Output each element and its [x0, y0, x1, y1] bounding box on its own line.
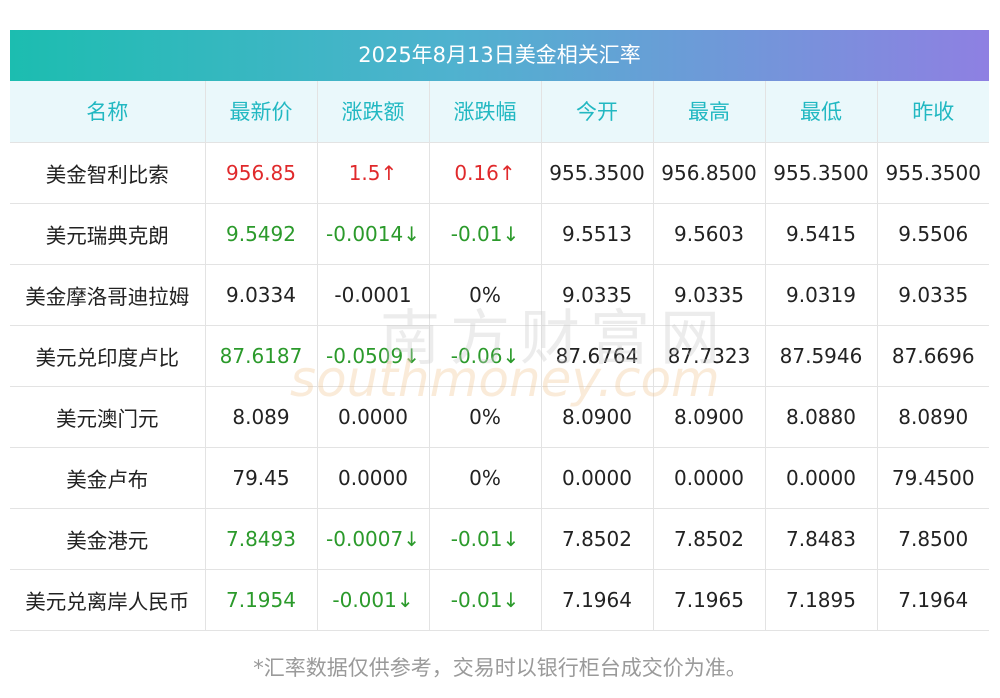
cell-prev-close: 87.6696 [877, 325, 989, 387]
header-prev-close: 昨收 [877, 81, 989, 143]
cell-change: 0.0000 [317, 447, 430, 509]
table-row: 美金港元 7.8493 -0.0007↓ -0.01↓ 7.8502 7.8502 7.84… [10, 508, 989, 570]
cell-latest: 79.45 [205, 447, 318, 509]
cell-change: -0.0007↓ [317, 508, 430, 570]
header-change: 涨跌额 [317, 81, 430, 143]
cell-open: 8.0900 [541, 386, 654, 448]
cell-name: 美金智利比索 [10, 142, 206, 204]
cell-change: 0.0000 [317, 386, 430, 448]
cell-change-pct: -0.01↓ [429, 203, 542, 265]
cell-high: 87.7323 [653, 325, 766, 387]
cell-high: 7.1965 [653, 569, 766, 631]
cell-high: 8.0900 [653, 386, 766, 448]
cell-open: 955.3500 [541, 142, 654, 204]
header-name: 名称 [10, 81, 206, 143]
cell-low: 9.5415 [765, 203, 878, 265]
table-title: 2025年8月13日美金相关汇率 [10, 30, 989, 81]
cell-open: 87.6764 [541, 325, 654, 387]
rates-panel: 2025年8月13日美金相关汇率 名称 最新价 涨跌额 涨跌幅 今开 最高 最低… [10, 30, 989, 631]
table-row: 美元兑离岸人民币 7.1954 -0.001↓ -0.01↓ 7.1964 7.1965 7… [10, 569, 989, 631]
cell-prev-close: 9.0335 [877, 264, 989, 326]
cell-high: 9.5603 [653, 203, 766, 265]
cell-prev-close: 955.3500 [877, 142, 989, 204]
cell-high: 0.0000 [653, 447, 766, 509]
table-row: 美元澳门元 8.089 0.0000 0% 8.0900 8.0900 8.0880 8.08… [10, 386, 989, 448]
cell-name: 美金摩洛哥迪拉姆 [10, 264, 206, 326]
cell-change: -0.0509↓ [317, 325, 430, 387]
cell-change: -0.001↓ [317, 569, 430, 631]
cell-latest: 8.089 [205, 386, 318, 448]
cell-high: 9.0335 [653, 264, 766, 326]
header-latest: 最新价 [205, 81, 318, 143]
cell-name: 美元兑印度卢比 [10, 325, 206, 387]
cell-open: 7.1964 [541, 569, 654, 631]
cell-low: 7.8483 [765, 508, 878, 570]
header-open: 今开 [541, 81, 654, 143]
cell-latest: 7.8493 [205, 508, 318, 570]
cell-open: 0.0000 [541, 447, 654, 509]
cell-latest: 9.5492 [205, 203, 318, 265]
cell-low: 7.1895 [765, 569, 878, 631]
cell-low: 87.5946 [765, 325, 878, 387]
cell-prev-close: 7.8500 [877, 508, 989, 570]
rates-table: 名称 最新价 涨跌额 涨跌幅 今开 最高 最低 昨收 美金智利比索 956.85 1… [10, 81, 989, 631]
cell-change-pct: -0.01↓ [429, 569, 542, 631]
cell-name: 美金港元 [10, 508, 206, 570]
cell-change-pct: 0% [429, 264, 542, 326]
header-change-pct: 涨跌幅 [429, 81, 542, 143]
cell-open: 9.5513 [541, 203, 654, 265]
header-low: 最低 [765, 81, 878, 143]
cell-low: 9.0319 [765, 264, 878, 326]
table-row: 美金摩洛哥迪拉姆 9.0334 -0.0001 0% 9.0335 9.0335 9.031… [10, 264, 989, 326]
cell-high: 7.8502 [653, 508, 766, 570]
footnote: *汇率数据仅供参考，交易时以银行柜台成交价为准。 [253, 656, 747, 680]
header-high: 最高 [653, 81, 766, 143]
cell-name: 美金卢布 [10, 447, 206, 509]
cell-change: -0.0014↓ [317, 203, 430, 265]
table-row: 美元瑞典克朗 9.5492 -0.0014↓ -0.01↓ 9.5513 9.5603 9.… [10, 203, 989, 265]
cell-change-pct: 0% [429, 386, 542, 448]
cell-change: 1.5↑ [317, 142, 430, 204]
cell-change-pct: 0.16↑ [429, 142, 542, 204]
cell-name: 美元澳门元 [10, 386, 206, 448]
cell-latest: 956.85 [205, 142, 318, 204]
table-row: 美金卢布 79.45 0.0000 0% 0.0000 0.0000 0.0000 79.45… [10, 447, 989, 509]
table-row: 美元兑印度卢比 87.6187 -0.0509↓ -0.06↓ 87.6764 87.73… [10, 325, 989, 387]
cell-latest: 9.0334 [205, 264, 318, 326]
cell-change: -0.0001 [317, 264, 430, 326]
cell-low: 0.0000 [765, 447, 878, 509]
cell-change-pct: 0% [429, 447, 542, 509]
cell-open: 9.0335 [541, 264, 654, 326]
cell-open: 7.8502 [541, 508, 654, 570]
table-row: 美金智利比索 956.85 1.5↑ 0.16↑ 955.3500 956.8500 955… [10, 142, 989, 204]
cell-latest: 7.1954 [205, 569, 318, 631]
cell-high: 956.8500 [653, 142, 766, 204]
cell-low: 955.3500 [765, 142, 878, 204]
cell-name: 美元瑞典克朗 [10, 203, 206, 265]
cell-name: 美元兑离岸人民币 [10, 569, 206, 631]
cell-prev-close: 7.1964 [877, 569, 989, 631]
cell-change-pct: -0.01↓ [429, 508, 542, 570]
cell-prev-close: 8.0890 [877, 386, 989, 448]
cell-latest: 87.6187 [205, 325, 318, 387]
cell-low: 8.0880 [765, 386, 878, 448]
cell-prev-close: 9.5506 [877, 203, 989, 265]
cell-prev-close: 79.4500 [877, 447, 989, 509]
cell-change-pct: -0.06↓ [429, 325, 542, 387]
header-row: 名称 最新价 涨跌额 涨跌幅 今开 最高 最低 昨收 [10, 81, 989, 143]
